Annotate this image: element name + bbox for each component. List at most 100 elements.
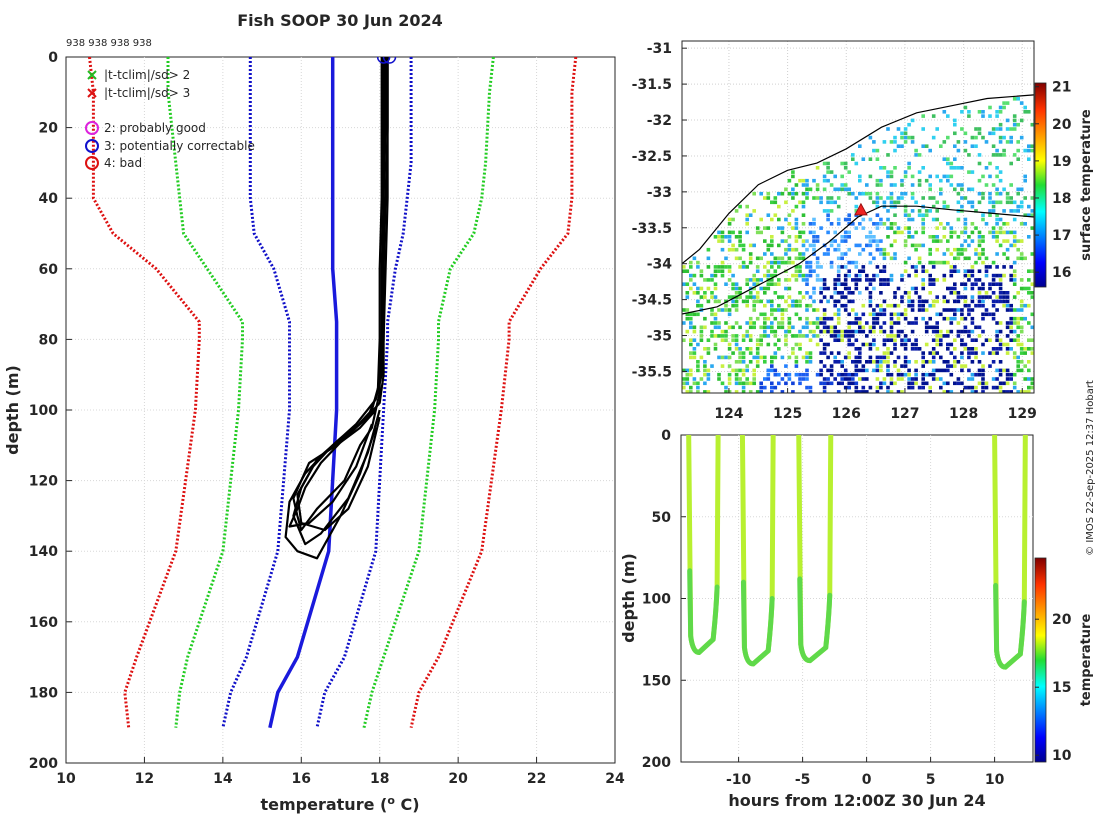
sst-pixel [998, 342, 1003, 347]
sst-pixel [935, 377, 939, 381]
sst-pixel [1005, 372, 1010, 377]
sst-pixel [977, 303, 982, 308]
sst-pixel [939, 377, 943, 381]
sst-pixel [1016, 390, 1020, 393]
profile-lines [284, 57, 397, 560]
sst-pixels [682, 97, 1034, 393]
sst-pixel [998, 105, 1003, 110]
sst-pixel [970, 338, 975, 342]
depth-time-axes-box [680, 434, 1034, 763]
sst-pixel [801, 222, 806, 226]
sst-pixel [808, 269, 813, 273]
sst-pixel [981, 114, 985, 118]
sst-pixel [984, 273, 989, 278]
sst-pixel [759, 390, 763, 393]
sst-pixel [1030, 148, 1034, 153]
sst-pixel [692, 338, 697, 342]
sst-pixel [935, 299, 939, 304]
sst-pixel [896, 312, 901, 317]
sst-pixel [865, 377, 869, 381]
sst-pixel [921, 355, 925, 360]
sst-pixel [858, 273, 862, 278]
sst-pixel [868, 174, 873, 179]
legend-x-marker [87, 70, 97, 80]
sst-pixel [717, 269, 721, 273]
sst-pixel [995, 174, 999, 179]
sst-pixel [861, 247, 866, 252]
sst-pixel [773, 351, 778, 355]
sst-pixel [889, 140, 894, 144]
sst-pixel [759, 342, 763, 347]
sst-pixel [988, 114, 992, 118]
profile-x-tick-label: 18 [370, 771, 389, 787]
sst-pixel [794, 256, 799, 261]
sst-pixel [960, 183, 964, 187]
sst-pixel [805, 360, 809, 364]
sst-pixel [921, 222, 925, 226]
sst-pixel [847, 299, 851, 304]
sst-pixel [710, 273, 714, 278]
sst-pixel [748, 252, 753, 256]
sst-pixel [896, 372, 901, 377]
sst-pixel [1019, 252, 1024, 256]
sst-pixel [748, 360, 753, 364]
sst-pixel [826, 230, 830, 235]
sst-pixel [1005, 299, 1010, 304]
sst-pixel [854, 278, 859, 282]
sst-pixel [956, 252, 961, 256]
sst-pixel [921, 385, 925, 390]
sst-pixel [1023, 316, 1027, 321]
sst-pixel [770, 368, 774, 373]
sst-pixel [977, 200, 982, 205]
sst-pixel [939, 260, 943, 265]
sst-pixel [703, 347, 707, 351]
sst-pixel [949, 390, 954, 393]
sst-pixel [889, 338, 894, 342]
sst-pixel [907, 161, 911, 166]
sst-pixel [1005, 321, 1010, 325]
sst-pixel [868, 329, 873, 334]
sst-pixel [1009, 161, 1013, 166]
sst-pixel [784, 260, 788, 265]
sst-pixel [731, 351, 735, 355]
sst-pixel [935, 127, 939, 131]
sst-pixel [1009, 316, 1013, 321]
sst-pixel [836, 256, 841, 261]
sst-pixel [861, 342, 866, 347]
sst-pixel [720, 265, 725, 269]
sst-pixel [956, 217, 961, 222]
sst-pixel [988, 174, 992, 179]
sst-pixel [907, 256, 911, 261]
sst-pixel [921, 217, 925, 222]
sst-pixel [826, 342, 830, 347]
sst-pixel [914, 269, 918, 273]
sst-pixel [851, 381, 855, 386]
sst-pixel [907, 213, 911, 217]
sst-pixel [889, 381, 894, 386]
sst-pixel [928, 291, 932, 295]
sst-pixel [875, 183, 880, 187]
sst-pixel [865, 243, 869, 248]
sst-pixel [991, 235, 996, 239]
sst-pixel [787, 286, 792, 291]
sst-pixel [791, 381, 795, 386]
sst-pixel [963, 247, 968, 252]
sst-pixel [946, 360, 950, 364]
sst-pixel [868, 235, 873, 239]
sst-pixel [798, 252, 802, 256]
sst-pixel [858, 368, 862, 373]
sst-pixel [942, 226, 947, 230]
sst-pixel [843, 355, 848, 360]
sst-pixel [689, 312, 693, 317]
sst-pixel [822, 321, 827, 325]
sst-pixel [963, 303, 968, 308]
sst-pixel [875, 321, 880, 325]
sst-pixel [752, 191, 756, 196]
sst-pixel [963, 295, 968, 299]
sst-pixel [903, 127, 908, 131]
sst-pixel [822, 342, 827, 347]
legend-circle-marker [85, 121, 99, 135]
sst-pixel [696, 360, 700, 364]
sst-pixel [794, 303, 799, 308]
sst-pixel [963, 256, 968, 261]
